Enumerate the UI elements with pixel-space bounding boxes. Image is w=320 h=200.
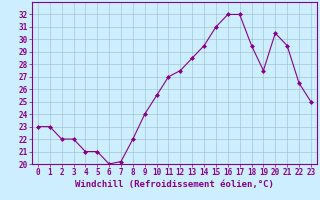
X-axis label: Windchill (Refroidissement éolien,°C): Windchill (Refroidissement éolien,°C) [75, 180, 274, 189]
